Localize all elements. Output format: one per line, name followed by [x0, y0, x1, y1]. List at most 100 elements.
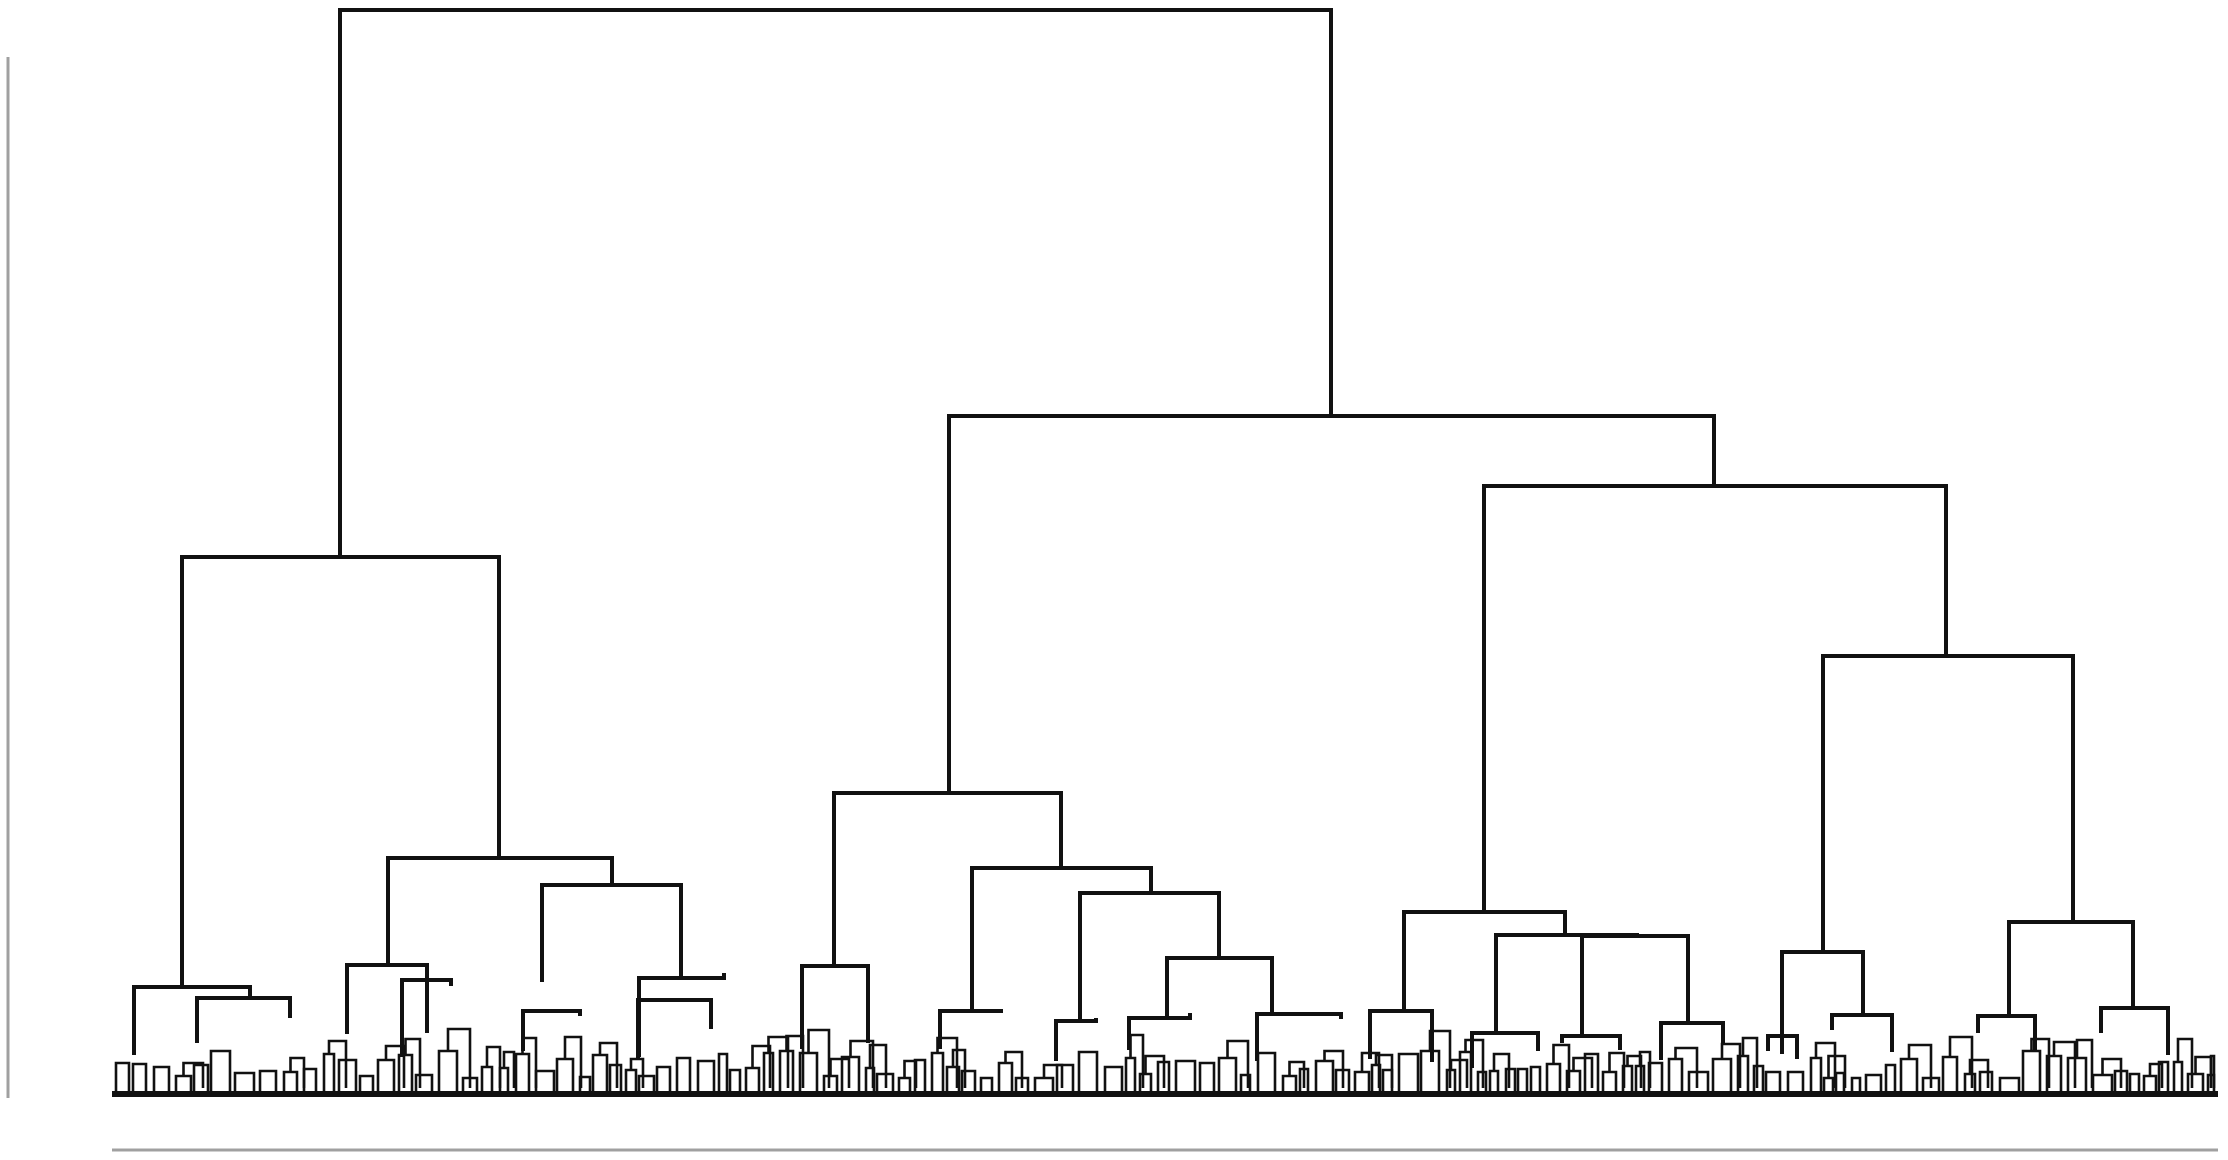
leaf-cluster-45	[960, 1069, 977, 1094]
dendrogram-leaf-clusters	[114, 1027, 2216, 1094]
dendrogram-link-17	[195, 996, 292, 1043]
leaf-cluster-47	[997, 1061, 1014, 1094]
leaf-cluster-join-86	[1720, 1042, 1742, 1088]
dendrogram-link-23	[800, 964, 870, 1049]
leaf-cluster-join-87	[1741, 1036, 1759, 1088]
leaf-cluster-join-38	[849, 1039, 875, 1088]
leaf-cluster-join-78	[1572, 1056, 1594, 1088]
leaf-cluster-0	[114, 1061, 131, 1094]
leaf-cluster-31	[717, 1052, 729, 1094]
leaf-cluster-15	[414, 1073, 434, 1094]
dendrogram-link-14	[1780, 950, 1865, 1054]
leaf-cluster-12	[358, 1074, 375, 1094]
leaf-cluster-73	[1488, 1069, 1500, 1094]
leaf-cluster-join-47	[1004, 1050, 1024, 1088]
leaf-cluster-66	[1370, 1063, 1382, 1094]
leaf-cluster-join-16	[446, 1027, 472, 1088]
leaf-cluster-1	[131, 1062, 148, 1094]
leaf-cluster-60	[1256, 1051, 1277, 1094]
leaf-cluster-55	[1156, 1060, 1171, 1094]
leaf-cluster-64	[1334, 1068, 1351, 1094]
leaf-cluster-17	[461, 1076, 479, 1094]
dendrogram-link-24	[938, 1009, 1003, 1049]
leaf-cluster-16	[437, 1049, 459, 1094]
leaf-cluster-join-103	[2030, 1037, 2051, 1088]
leaf-cluster-join-73	[1492, 1052, 1511, 1088]
leaf-cluster-79	[1583, 1052, 1600, 1094]
dendrogram-link-29	[1470, 1031, 1540, 1068]
leaf-cluster-34	[762, 1051, 775, 1094]
leaf-cluster-85	[1687, 1070, 1710, 1094]
dendrogram-link-31	[1659, 1021, 1725, 1060]
dendrogram-link-34	[1976, 1014, 2037, 1050]
leaf-cluster-63	[1314, 1059, 1335, 1094]
leaf-cluster-80	[1601, 1070, 1618, 1094]
leaf-cluster-join-10	[327, 1039, 348, 1088]
dendrogram-link-19	[400, 978, 453, 1057]
leaf-cluster-83	[1647, 1061, 1664, 1094]
dendrogram-link-28	[1368, 1009, 1434, 1062]
leaf-cluster-22	[555, 1057, 575, 1094]
leaf-cluster-join-43	[936, 1036, 959, 1088]
leaf-cluster-join-106	[2101, 1057, 2123, 1088]
leaf-cluster-35	[778, 1049, 795, 1094]
leaf-cluster-7	[258, 1069, 278, 1094]
leaf-cluster-20	[514, 1052, 531, 1094]
leaf-cluster-74	[1504, 1067, 1517, 1094]
dendrogram-link-3	[1482, 484, 1948, 914]
leaf-cluster-join-58	[1226, 1039, 1250, 1088]
leaf-cluster-75	[1516, 1067, 1529, 1094]
leaf-cluster-67	[1381, 1068, 1394, 1094]
dendrogram-link-12	[1494, 933, 1639, 1035]
dendrogram-link-4	[1821, 654, 2075, 954]
leaf-cluster-110	[2157, 1060, 2170, 1094]
leaf-cluster-10	[322, 1052, 336, 1094]
leaf-cluster-join-71	[1464, 1038, 1485, 1088]
dendrogram-link-5	[386, 856, 614, 967]
leaf-cluster-join-100	[1968, 1058, 1990, 1088]
leaf-cluster-join-104	[2052, 1040, 2077, 1088]
dendrogram-link-1	[180, 555, 501, 989]
leaf-cluster-24	[591, 1053, 609, 1094]
leaf-cluster-96	[1884, 1063, 1897, 1094]
leaf-cluster-43	[930, 1051, 945, 1094]
leaf-cluster-join-14	[404, 1037, 422, 1088]
leaf-cluster-join-54	[1144, 1054, 1166, 1088]
leaf-cluster-join-61	[1288, 1060, 1306, 1088]
leaf-cluster-33	[744, 1066, 761, 1094]
leaf-cluster-72	[1476, 1070, 1488, 1094]
leaf-cluster-19	[498, 1066, 510, 1094]
dendrogram-link-20	[521, 1009, 582, 1051]
leaf-cluster-join-99	[1948, 1035, 1974, 1088]
leaf-cluster-join-84	[1674, 1046, 1699, 1088]
leaf-cluster-28	[655, 1065, 672, 1094]
leaf-cluster-21	[534, 1069, 556, 1094]
dendrogram-link-15	[2007, 920, 2135, 1018]
leaf-cluster-join-109	[2148, 1062, 2164, 1088]
leaf-cluster-join-111	[2176, 1037, 2194, 1088]
dendrogram-link-21	[636, 998, 713, 1060]
leaf-cluster-84	[1667, 1057, 1684, 1094]
leaf-cluster-8	[282, 1070, 299, 1094]
leaf-cluster-99	[1941, 1055, 1959, 1094]
dendrogram-link-11	[1402, 910, 1567, 1013]
leaf-cluster-76	[1529, 1065, 1542, 1094]
leaf-cluster-58	[1217, 1056, 1238, 1094]
dendrogram-link-8	[970, 866, 1153, 1013]
leaf-cluster-6	[233, 1071, 256, 1094]
leaf-cluster-9	[302, 1067, 318, 1094]
leaf-cluster-91	[1809, 1056, 1823, 1094]
leaf-cluster-42	[913, 1058, 927, 1094]
leaf-cluster-107	[2113, 1069, 2129, 1094]
leaf-cluster-25	[608, 1063, 623, 1094]
leaf-cluster-108	[2128, 1072, 2141, 1094]
leaf-cluster-13	[376, 1058, 396, 1094]
leaf-cluster-77	[1545, 1062, 1562, 1094]
leaf-cluster-join-105	[2075, 1038, 2094, 1088]
dendrogram-link-18	[345, 963, 429, 1034]
leaf-cluster-101	[1978, 1070, 1994, 1094]
leaf-cluster-join-34	[767, 1035, 790, 1088]
leaf-cluster-98	[1921, 1076, 1941, 1094]
leaf-cluster-48	[1014, 1076, 1030, 1094]
leaf-cluster-39	[864, 1066, 876, 1094]
